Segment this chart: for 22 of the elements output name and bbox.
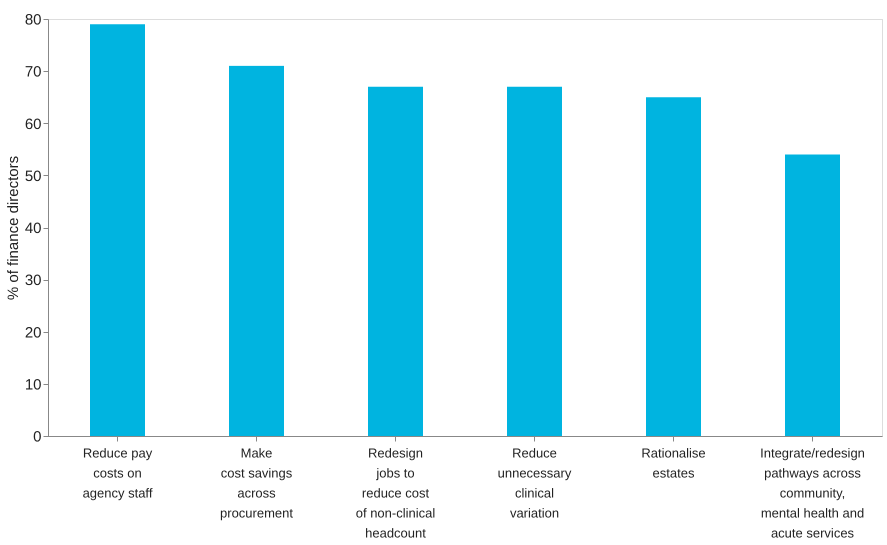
bar — [229, 66, 284, 436]
y-axis-title: % of finance directors — [4, 156, 22, 300]
y-tick-label: 50 — [24, 168, 42, 185]
bar — [368, 86, 423, 436]
x-tick-label: Make cost savings across procurement — [220, 446, 294, 520]
y-tick-label: 40 — [24, 220, 42, 237]
bar — [507, 86, 562, 436]
x-tick-label: Reduce unnecessary clinical variation — [498, 446, 572, 520]
x-tick-label: Reduce pay costs on agency staff — [82, 446, 153, 500]
y-tick-label: 70 — [24, 64, 42, 81]
y-tick-label: 30 — [24, 272, 42, 290]
y-tick-label: 10 — [24, 376, 42, 394]
x-tick-label: Rationalise estates — [641, 446, 706, 480]
y-tick-label: 0 — [33, 428, 42, 446]
bar — [646, 97, 701, 436]
x-tick-label: Integrate/redesign pathways across community, mental health and acute services — [760, 446, 865, 540]
y-tick-label: 80 — [24, 12, 42, 28]
y-tick-label: 60 — [24, 116, 42, 133]
bar — [90, 24, 145, 436]
y-tick-label: 20 — [24, 324, 42, 342]
bar — [785, 154, 840, 436]
x-tick-label: Redesign jobs to reduce cost of non-clinical headcount — [356, 446, 436, 540]
